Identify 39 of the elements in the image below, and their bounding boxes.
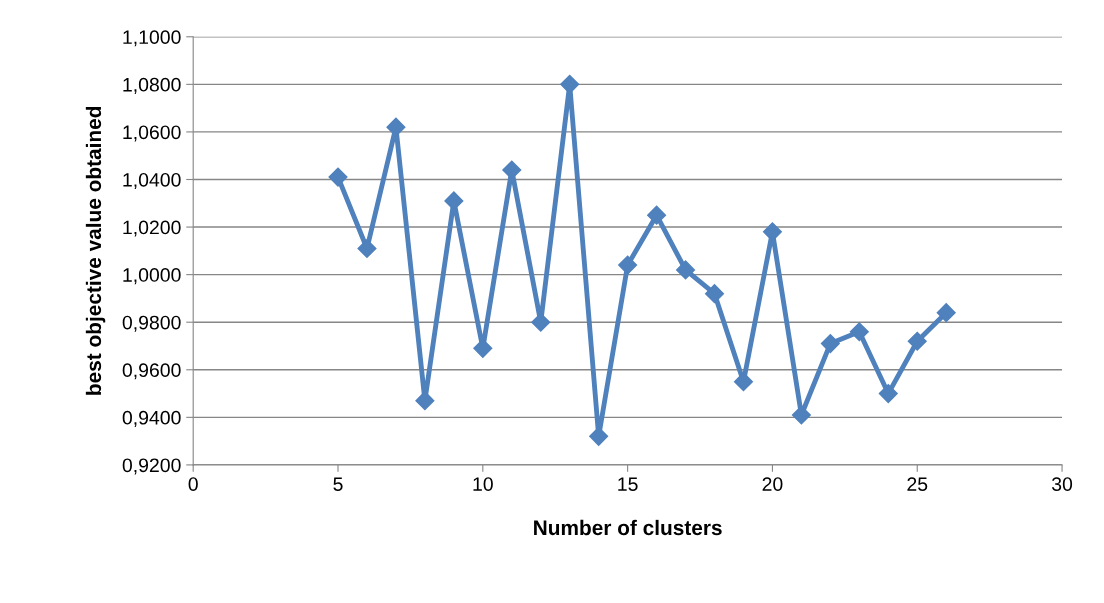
- y-tick-label: 1,0000: [123, 268, 181, 285]
- point: [357, 238, 377, 259]
- point: [589, 426, 609, 446]
- x-axis-title: Number of clusters: [534, 519, 722, 536]
- x-tick-label: 5: [333, 477, 343, 491]
- point: [386, 117, 406, 137]
- point: [762, 222, 782, 242]
- x-tick-label: 30: [1051, 477, 1073, 491]
- point: [849, 322, 869, 342]
- y-tick-label: 1,1000: [123, 30, 181, 47]
- point: [791, 405, 811, 425]
- point: [560, 74, 580, 94]
- y-tick-label: 0,9600: [122, 363, 181, 380]
- y-tick-label: 0,9400: [122, 410, 181, 427]
- x-tick-label: 15: [618, 477, 638, 491]
- point: [676, 260, 696, 280]
- y-tick-label: 1,0400: [123, 172, 181, 190]
- y-tick-label: 0,9800: [122, 315, 181, 332]
- point: [733, 372, 754, 392]
- x-tick-label: 0: [188, 477, 198, 491]
- x-tick-label: 20: [762, 477, 783, 491]
- point: [502, 160, 522, 180]
- y-tick-label: 1,0200: [123, 220, 181, 237]
- point: [936, 303, 956, 323]
- point: [328, 167, 348, 187]
- point: [704, 284, 725, 304]
- y-tick-label: 0,9200: [122, 458, 181, 475]
- y-tick-label: 1,0600: [123, 125, 181, 142]
- y-axis-title: best objective value obtained: [85, 106, 106, 395]
- y-tick-label: 1,0800: [123, 77, 181, 94]
- point: [820, 334, 840, 354]
- point: [415, 391, 435, 411]
- point: [647, 205, 667, 225]
- point: [907, 331, 927, 351]
- point: [444, 191, 464, 211]
- point: [618, 255, 638, 275]
- x-tick-label: 25: [907, 477, 928, 491]
- point: [878, 384, 898, 404]
- x-tick-label: 10: [473, 477, 493, 491]
